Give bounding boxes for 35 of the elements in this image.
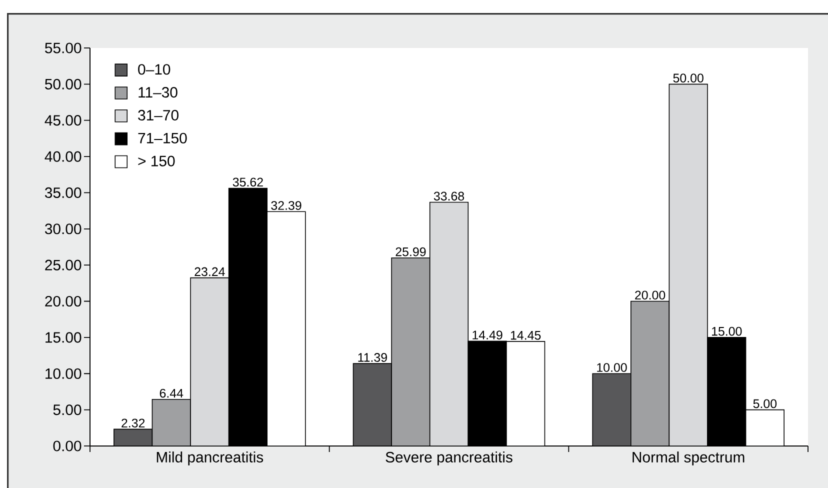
y-tick-label: 5.00 <box>53 404 82 416</box>
data-label: 23.24 <box>194 267 225 276</box>
data-label: 33.68 <box>434 192 464 201</box>
y-tick-label: 10.00 <box>46 368 82 379</box>
data-label: 32.39 <box>271 201 302 210</box>
data-label: 35.62 <box>232 178 263 187</box>
y-tick-label: 15.00 <box>46 332 82 343</box>
y-tick-label: 40.00 <box>44 151 82 162</box>
data-label: 10.00 <box>597 363 627 372</box>
y-tick-label: 55.00 <box>45 42 82 54</box>
y-tick-label: 20.00 <box>45 296 82 307</box>
x-tick-label: Severe pancreatitis <box>386 452 512 466</box>
legend-label: 11–30 <box>138 87 178 98</box>
data-label: 2.32 <box>122 418 145 428</box>
data-label: 14.49 <box>472 330 502 340</box>
data-label: 14.45 <box>510 331 541 340</box>
y-tick-label: 0.00 <box>53 440 82 452</box>
legend-label: 31–70 <box>138 110 178 121</box>
legend-label: > 150 <box>138 156 175 166</box>
data-label: 6.44 <box>160 388 184 398</box>
data-label: 5.00 <box>753 399 777 408</box>
data-label: 15.00 <box>712 326 742 336</box>
data-label: 50.00 <box>673 74 704 82</box>
data-label: 20.00 <box>635 290 666 300</box>
data-label: 11.39 <box>358 353 387 362</box>
y-tick-label: 25.00 <box>45 260 82 270</box>
y-tick-label: 50.00 <box>45 78 82 90</box>
y-tick-label: 30.00 <box>44 224 82 234</box>
y-tick-label: 35.00 <box>44 187 82 198</box>
x-tick-label: Mild pancreatitis <box>156 452 264 466</box>
data-label: 25.99 <box>396 247 426 256</box>
x-tick-label: Normal spectrum <box>632 452 744 466</box>
legend-label: 71–150 <box>138 132 187 144</box>
legend-label: 0–10 <box>138 64 170 75</box>
y-tick-label: 45.00 <box>44 115 82 126</box>
